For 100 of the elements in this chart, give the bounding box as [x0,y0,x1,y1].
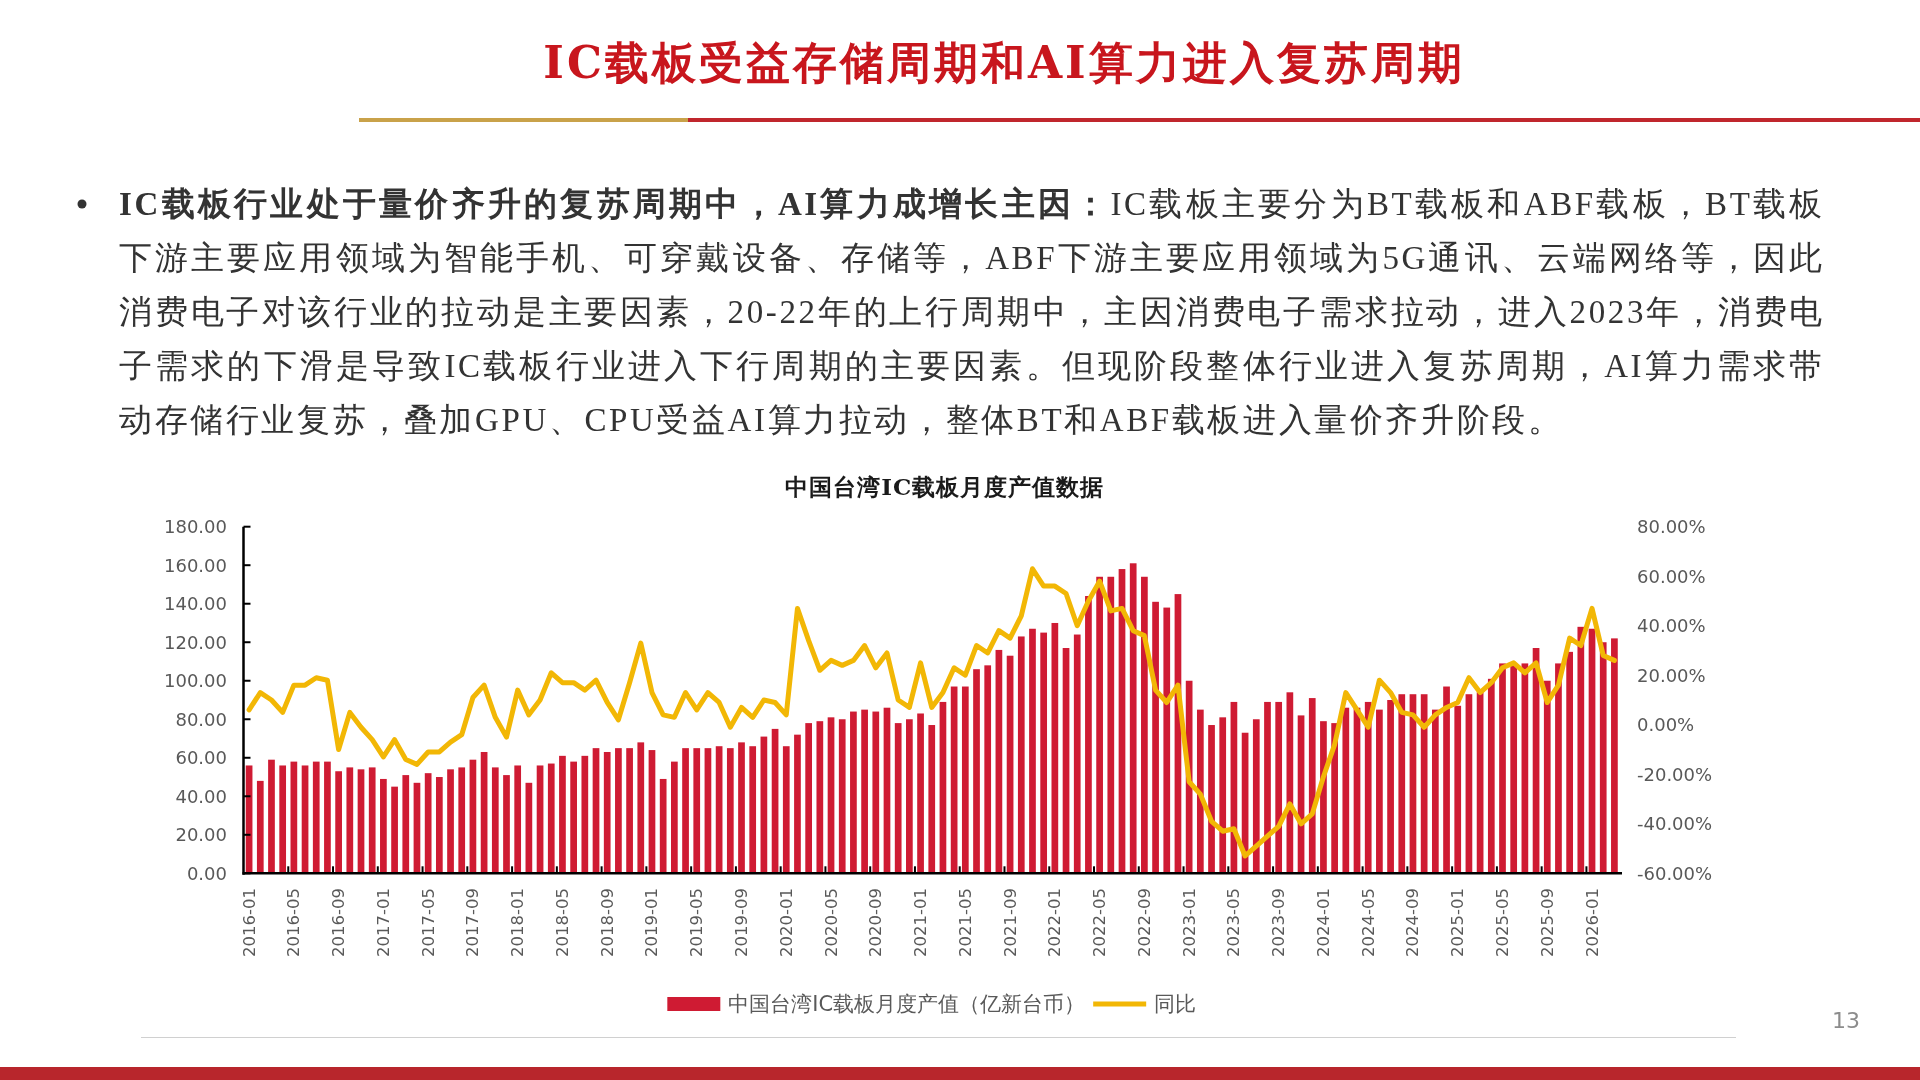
bar [973,669,980,874]
bar [256,780,264,874]
bar [861,709,868,874]
x-tick-label: 2018-09 [597,888,617,957]
bar [816,721,824,874]
x-tick-label: 2023-09 [1269,888,1289,957]
bar [1443,686,1450,874]
x-tick-label: 2016-05 [284,888,304,957]
text: IC载板行业处于量价齐升的复苏周期中，AI算力成增长主因： [119,186,1111,222]
bar [1431,709,1439,874]
bar [458,767,466,874]
y-tick-label: 140.00 [164,593,227,615]
bar [984,665,992,874]
bar [1308,698,1316,874]
x-tick-label: 2023-01 [1179,888,1199,957]
bar [1141,576,1148,874]
bar [1051,622,1059,874]
bar [682,748,689,874]
y2-tick-label: 60.00% [1637,565,1706,587]
x-tick-label: 2025-05 [1492,888,1512,957]
bar [1499,663,1506,874]
y-tick-label: 160.00 [164,554,227,576]
x-tick-label: 2025-09 [1537,888,1557,957]
x-tick-label: 2017-09 [463,888,483,957]
bar [917,713,924,874]
bar [1487,678,1495,874]
bar [794,734,801,874]
bar [1085,596,1092,874]
x-tick-label: 2021-05 [955,888,975,957]
bar [1398,694,1406,874]
x-tick-label: 2022-01 [1045,888,1065,957]
bar [626,748,633,874]
x-tick-label: 2018-01 [508,888,528,957]
bar [782,746,790,874]
bar [1420,694,1428,874]
bar [491,767,499,874]
bar [368,767,376,874]
bar [693,748,701,874]
bar [1107,576,1115,874]
x-tick-label: 2024-09 [1403,888,1423,957]
bar [1364,701,1372,874]
bar [726,748,734,874]
bar [391,786,398,874]
x-tick-label: 2020-05 [821,888,841,957]
y2-tick-label: -60.00% [1637,862,1713,884]
legend-label: 中国台湾IC载板月度产值（亿新台币） [728,992,1086,1016]
x-tick-label: 2026-01 [1582,888,1602,957]
bar [1510,663,1518,874]
bar [659,778,667,874]
x-tick-label: 2018-05 [552,888,572,957]
y2-tick-label: 20.00% [1637,664,1706,686]
x-tick-label: 2024-05 [1358,888,1378,957]
bar [1376,709,1383,874]
bar [894,723,902,874]
bar [1252,719,1260,874]
x-tick-label: 2019-01 [642,888,662,957]
bar [1073,634,1081,874]
x-tick-label: 2023-05 [1224,888,1244,957]
bar [346,767,354,874]
bar [615,748,622,874]
x-tick-label: 2021-09 [1000,888,1020,957]
bar [1208,725,1215,874]
y2-tick-label: 0.00% [1637,714,1695,736]
bar [268,759,275,874]
bar [1555,663,1562,874]
y2-tick-label: 80.00% [1637,516,1706,538]
bar [312,761,320,874]
bar [805,723,813,874]
bar [1611,638,1618,874]
text: 13 [1832,1008,1860,1033]
bar [850,711,857,874]
bar [1152,601,1159,874]
bar [1454,705,1462,874]
bar [380,778,387,874]
bar [570,761,577,874]
bar [1342,707,1350,874]
bar [1219,717,1227,874]
x-tick-label: 2019-09 [732,888,751,957]
bar [1096,576,1103,874]
bar [447,769,454,874]
y2-tick-label: -40.00% [1637,813,1713,835]
bar [749,746,757,874]
bar [559,755,566,874]
bar [1387,700,1394,874]
bar [603,751,611,874]
x-tick-label: 2025-01 [1448,888,1468,957]
bar [1275,701,1283,874]
y-tick-label: 80.00 [175,708,227,730]
bar [872,711,880,874]
bar [1017,636,1025,874]
bar [738,742,745,874]
bar [1264,701,1271,874]
bar [928,725,936,874]
bar [1129,563,1137,874]
bar [637,742,645,874]
bar [1577,626,1585,874]
x-tick-label: 2019-05 [687,888,707,957]
bar [1196,709,1204,874]
y-tick-label: 0.00 [186,862,227,884]
y2-tick-label: 40.00% [1637,615,1706,637]
